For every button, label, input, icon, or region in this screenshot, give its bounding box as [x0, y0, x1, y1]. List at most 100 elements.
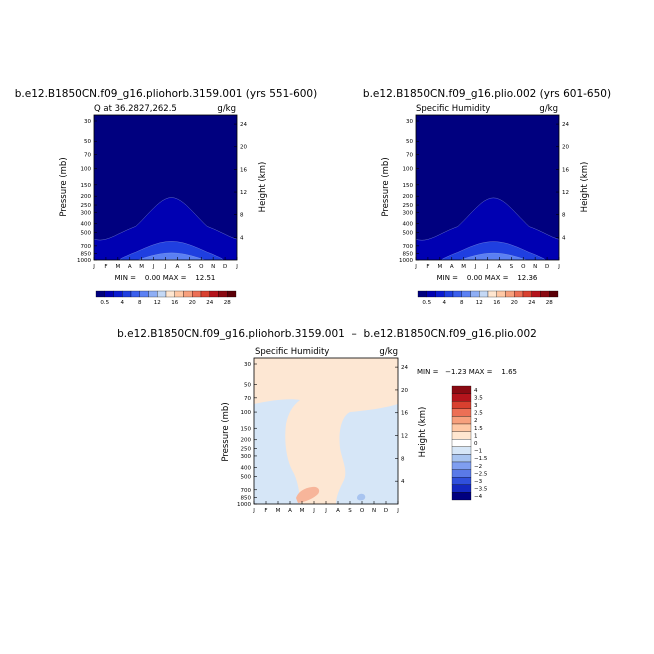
- y-tick-label: 1000: [77, 258, 91, 264]
- colorbar-label: 4: [443, 300, 447, 306]
- y-tick-label: 50: [244, 382, 251, 388]
- panel-2-min-max: MIN = 0.00 MAX = 12.36: [437, 274, 538, 282]
- x-tick-label: S: [510, 264, 514, 270]
- colorbar-label: 20: [511, 300, 518, 306]
- y-tick-label: 30: [84, 119, 91, 125]
- colorbar-swatch: [417, 290, 427, 298]
- x-tick-label: J: [92, 264, 95, 270]
- y-tick-label: 100: [403, 167, 414, 173]
- colorbar-swatch: [451, 477, 472, 485]
- x-tick-label: N: [533, 264, 537, 270]
- panel-1-ylabel: Pressure (mb): [59, 157, 69, 216]
- y-tick-label: 1000: [399, 258, 413, 264]
- y-tick-label: 400: [81, 222, 92, 228]
- colorbar-swatch: [451, 408, 472, 417]
- colorbar-swatch: [451, 439, 472, 447]
- panel-3-ylabel-right: Height (km): [418, 407, 428, 458]
- colorbar-label: −1.5: [474, 456, 488, 462]
- x-tick-label: M: [139, 264, 144, 270]
- x-tick-label: M: [437, 264, 442, 270]
- colorbar-swatch: [451, 416, 472, 425]
- panel-3-colorbar: [451, 385, 472, 501]
- y-tick-label-right: 20: [401, 388, 408, 394]
- colorbar-swatch: [227, 290, 237, 298]
- colorbar-swatch: [522, 290, 532, 298]
- x-tick-label: A: [450, 264, 454, 270]
- colorbar-label: 28: [224, 300, 231, 306]
- colorbar-label: 0.5: [422, 300, 431, 306]
- colorbar-swatch: [531, 290, 541, 298]
- panel-3-min-max: MIN = −1.23 MAX = 1.65: [417, 368, 517, 376]
- y-tick-label: 400: [403, 222, 414, 228]
- colorbar-swatch: [451, 446, 472, 455]
- y-tick-label: 150: [403, 183, 414, 189]
- panel-3-positive-region: [254, 358, 398, 504]
- y-tick-label-right: 24: [401, 365, 408, 371]
- y-tick-label: 700: [241, 488, 252, 494]
- x-tick-label: A: [176, 264, 180, 270]
- y-tick-label: 50: [84, 139, 91, 145]
- y-tick-label-right: 16: [562, 167, 569, 173]
- colorbar-swatch: [451, 385, 472, 394]
- x-tick-label: J: [324, 508, 327, 514]
- colorbar-swatch: [479, 290, 489, 298]
- colorbar-label: −3: [474, 479, 483, 485]
- x-tick-label: F: [426, 264, 429, 270]
- y-tick-label-right: 4: [240, 235, 244, 241]
- x-tick-label: O: [521, 264, 526, 270]
- y-tick-label: 250: [403, 203, 414, 209]
- y-tick-label: 200: [81, 194, 92, 200]
- panel-1-min-max: MIN = 0.00 MAX = 12.51: [115, 274, 216, 282]
- panel-1-y-ticks-right: 24 20 16 12 8 4: [234, 122, 247, 241]
- contour-band: [119, 241, 224, 260]
- y-tick-label: 150: [241, 426, 252, 432]
- y-tick-label-right: 20: [240, 145, 247, 151]
- y-tick-label-right: 12: [240, 190, 247, 196]
- colorbar-label: 24: [528, 300, 535, 306]
- colorbar-label: 28: [546, 300, 553, 306]
- y-tick-label: 850: [403, 252, 414, 258]
- colorbar-swatch: [122, 290, 132, 298]
- colorbar-swatch: [113, 290, 123, 298]
- y-tick-label: 50: [406, 139, 413, 145]
- colorbar-label: 8: [138, 300, 142, 306]
- x-tick-label: J: [396, 508, 399, 514]
- panel-2-ylabel: Pressure (mb): [381, 157, 391, 216]
- colorbar-swatch: [95, 290, 105, 298]
- colorbar-swatch: [218, 290, 228, 298]
- contour-band: [138, 252, 205, 260]
- panel-3: b.e12.B1850CN.f09_g16.pliohorb.3159.001 …: [117, 328, 537, 514]
- y-tick-label: 700: [81, 244, 92, 250]
- colorbar-swatch: [157, 290, 167, 298]
- x-tick-label: J: [414, 264, 417, 270]
- y-tick-label: 70: [84, 153, 91, 159]
- panel-3-y-ticks-right: 24 20 16 12 8 4: [395, 365, 408, 485]
- x-tick-label: O: [360, 508, 365, 514]
- x-tick-label: O: [199, 264, 204, 270]
- colorbar-swatch: [130, 290, 140, 298]
- panel-2-ylabel-right: Height (km): [580, 162, 590, 213]
- colorbar-swatch: [444, 290, 454, 298]
- colorbar-label: 3: [474, 403, 478, 409]
- colorbar-label: 4: [474, 388, 478, 394]
- panel-2-y-ticks-right: 24 20 16 12 8 4: [556, 122, 569, 241]
- panel-3-colorbar-labels: 43.5 3 2.52 1.51 0 −1−1.5 −2−2.5 −3 −3.5−4: [474, 388, 488, 500]
- panel-2-subtitle-left: Specific Humidity: [416, 104, 490, 114]
- y-tick-label: 150: [81, 183, 92, 189]
- colorbar-swatch: [452, 290, 462, 298]
- panel-2: b.e12.B1850CN.f09_g16.plio.002 (yrs 601-…: [363, 88, 611, 306]
- panel-1-subtitle-left: Q at 36.2827,262.5: [94, 104, 177, 114]
- y-tick-label: 500: [241, 474, 252, 480]
- y-tick-label: 200: [403, 194, 414, 200]
- colorbar-swatch: [496, 290, 506, 298]
- colorbar-label: −3.5: [474, 487, 488, 493]
- colorbar-swatch: [174, 290, 184, 298]
- colorbar-label: 16: [493, 300, 500, 306]
- contour-band: [94, 197, 237, 260]
- colorbar-label: 20: [189, 300, 196, 306]
- x-tick-label: F: [104, 264, 107, 270]
- x-tick-label: J: [557, 264, 560, 270]
- y-tick-label: 700: [403, 244, 414, 250]
